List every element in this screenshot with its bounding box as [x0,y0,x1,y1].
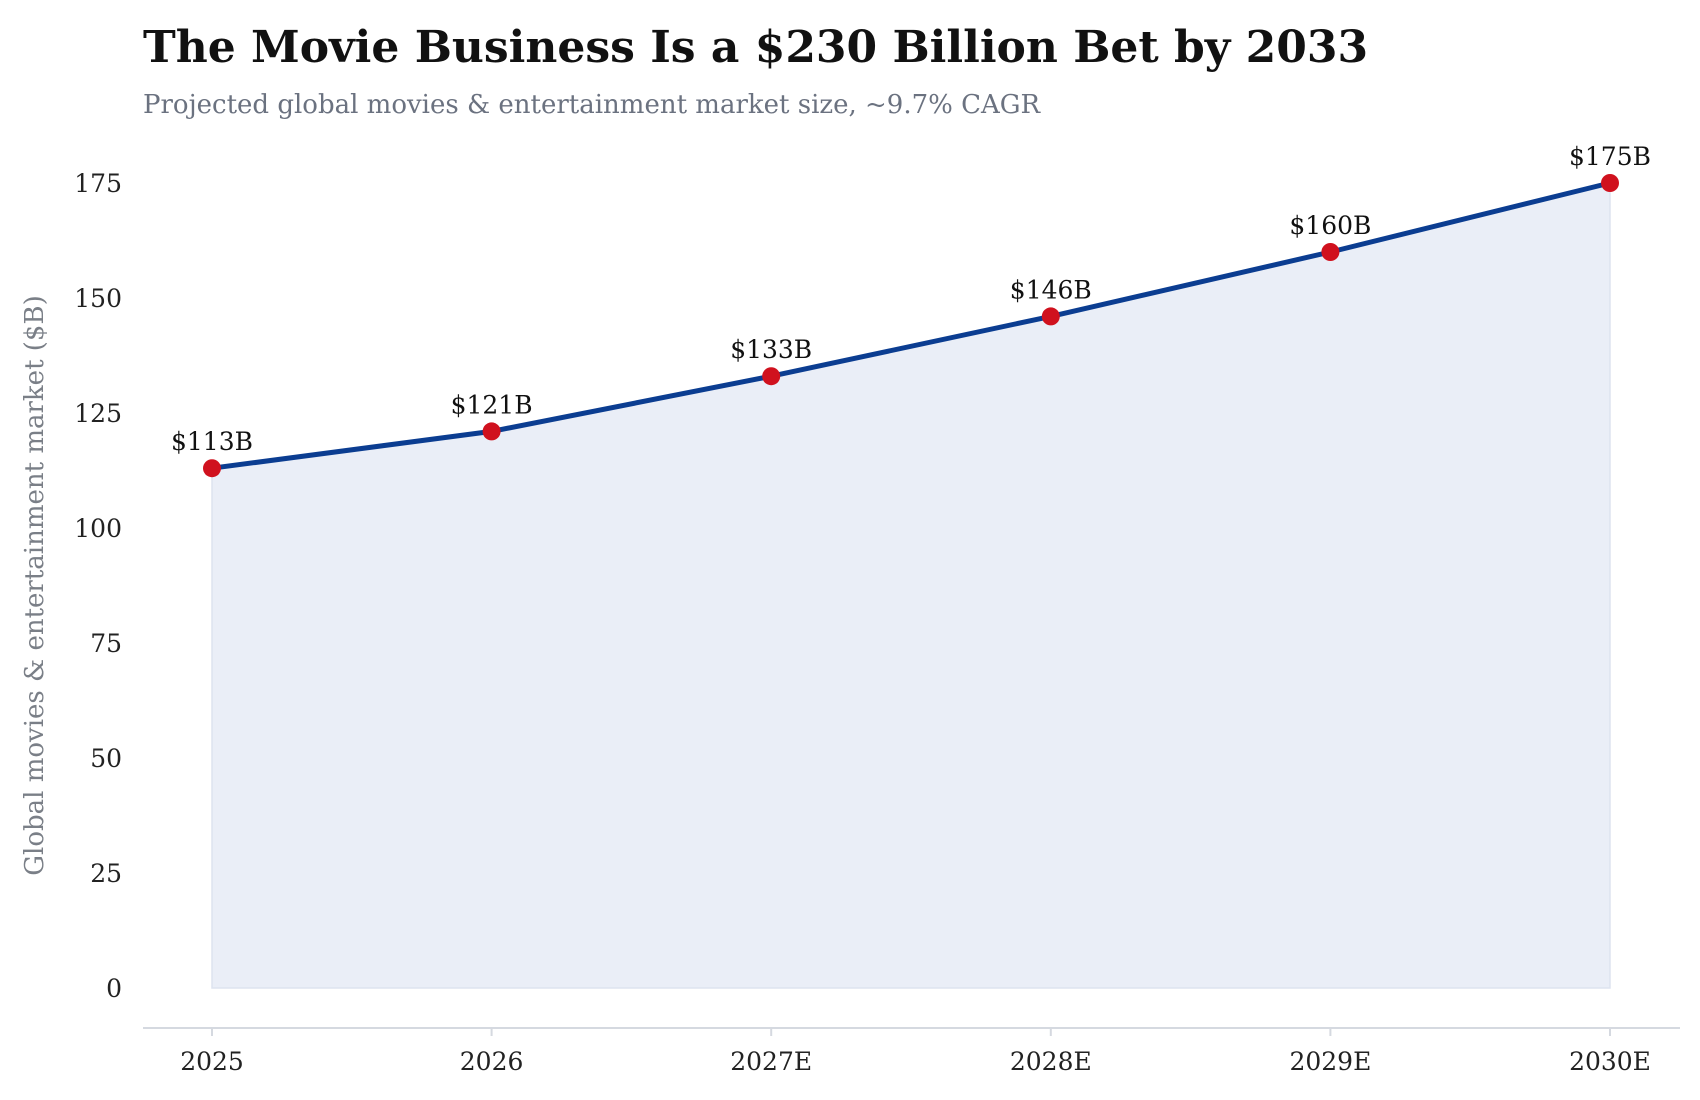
data-point [762,367,781,386]
chart-title: The Movie Business Is a $230 Billion Bet… [143,22,1369,73]
x-tick-label: 2025 [180,1047,244,1076]
data-point [482,422,501,441]
area-fill [211,182,1611,989]
data-label: $133B [730,335,812,364]
y-tick-label: 75 [90,629,122,658]
chart-subtitle: Projected global movies & entertainment … [143,90,1041,120]
x-tick-label: 2026 [460,1047,524,1076]
y-axis-label: Global movies & entertainment market ($B… [20,295,50,875]
x-tick-label: 2028E [1010,1047,1092,1076]
data-point [1041,307,1060,326]
data-point [203,459,221,478]
y-tick-label: 50 [90,744,122,773]
data-label: $146B [1010,275,1092,304]
data-point [1601,174,1619,192]
y-tick-label: 125 [74,399,122,428]
y-tick-label: 25 [90,859,122,888]
x-tick-label: 2029E [1289,1047,1371,1076]
series-line [209,180,1613,471]
y-tick-label: 175 [74,169,122,198]
x-tick-label: 2030E [1569,1047,1651,1076]
data-label: $160B [1289,211,1371,240]
x-tick-label: 2027E [730,1047,812,1076]
data-label: $113B [171,427,253,456]
y-tick-label: 0 [106,974,122,1003]
y-tick-label: 150 [74,284,122,313]
data-label: $175B [1569,142,1651,171]
y-tick-label: 100 [74,514,122,543]
data-label: $121B [451,390,533,419]
data-point [1321,243,1340,261]
